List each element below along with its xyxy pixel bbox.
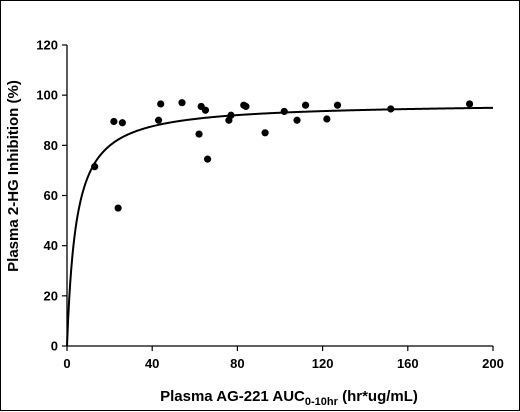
y-tick-label: 100 [36, 88, 58, 103]
x-tick-label: 160 [397, 356, 419, 371]
y-tick-label: 20 [44, 288, 58, 303]
axes [66, 45, 493, 347]
x-tick-label: 80 [230, 356, 244, 371]
data-point [195, 130, 203, 138]
data-point [242, 102, 250, 111]
y-tick-label: 80 [44, 138, 58, 153]
x-tick-label: 120 [312, 356, 334, 371]
x-tick-label: 200 [482, 356, 504, 371]
tick-labels: 0 20 40 60 80 100 120 0 40 80 120 160 200 [36, 38, 504, 372]
data-point [227, 111, 235, 119]
data-point [110, 117, 118, 126]
fit-curve [66, 106, 494, 347]
data-point [293, 116, 301, 124]
data-point [178, 99, 186, 107]
data-point [465, 100, 474, 108]
data-points [91, 99, 474, 212]
ticks [62, 44, 494, 351]
data-point [323, 115, 331, 123]
data-point [201, 106, 210, 114]
data-point [114, 204, 122, 212]
data-point [387, 105, 395, 113]
data-point [118, 119, 126, 127]
data-point [333, 101, 342, 109]
data-point [203, 155, 212, 163]
data-point [154, 116, 163, 124]
x-axis-title: Plasma AG-221 AUC0-10hr (hr*ug/mL) [160, 388, 418, 408]
x-tick-label: 40 [145, 356, 159, 371]
y-tick-label: 0 [51, 339, 58, 354]
x-tick-label: 0 [63, 356, 70, 371]
data-point [91, 163, 99, 171]
y-axis-title: Plasma 2-HG Inhibition (%) [5, 80, 22, 272]
y-tick-label: 120 [36, 38, 58, 53]
y-tick-label: 40 [44, 238, 58, 253]
data-point [261, 129, 269, 137]
y-tick-label: 60 [44, 188, 58, 203]
data-point [157, 100, 165, 108]
data-point [280, 107, 288, 116]
data-point [301, 101, 310, 109]
